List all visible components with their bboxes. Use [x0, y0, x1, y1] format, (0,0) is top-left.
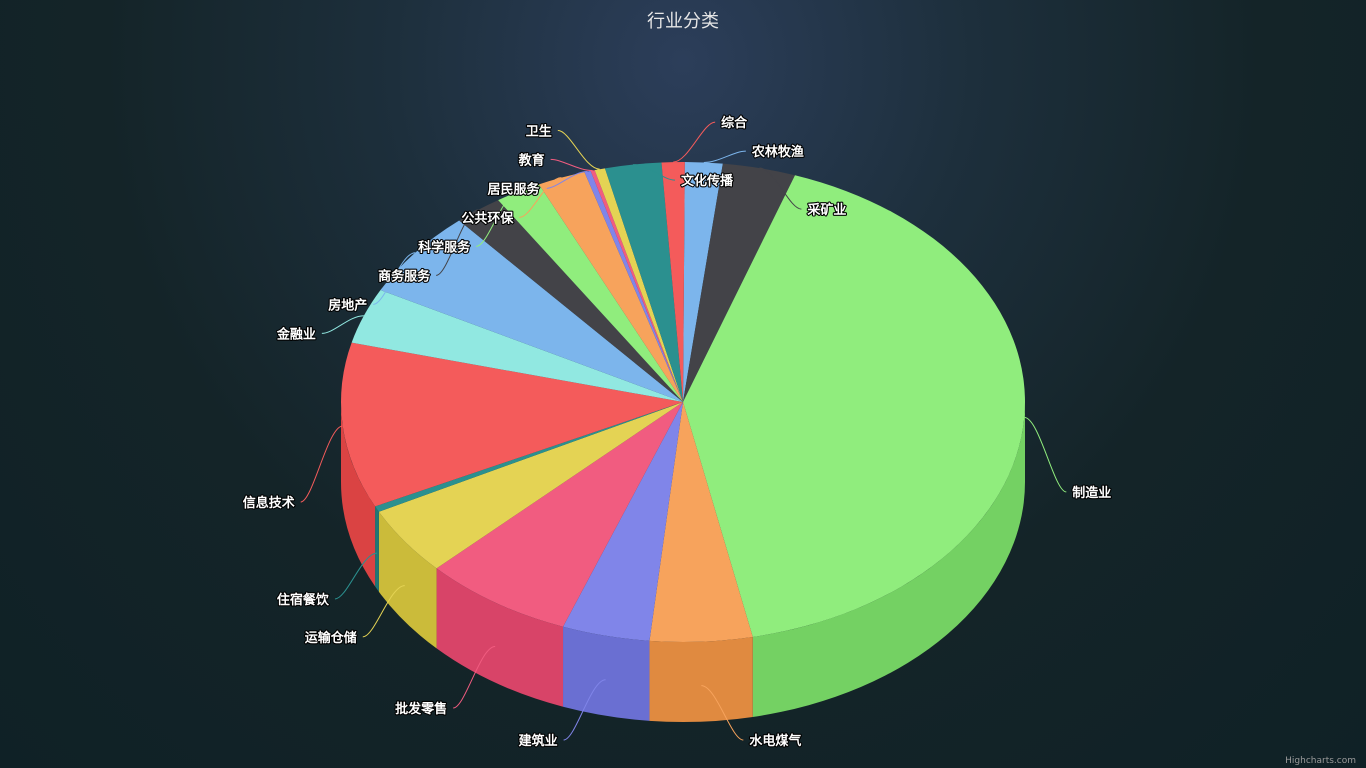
slice-5-connector — [452, 646, 496, 709]
slice-4-side — [563, 626, 650, 721]
slice-0-connector — [703, 150, 746, 163]
slice-17-label: 文化传播 — [681, 173, 734, 189]
slice-1[interactable] — [683, 163, 796, 402]
slice-8-connector — [300, 425, 343, 503]
slice-7[interactable] — [375, 402, 683, 512]
slice-10-label: 房地产 — [328, 297, 367, 313]
slice-17[interactable] — [604, 162, 683, 402]
slice-9-label: 金融业 — [276, 326, 316, 342]
slice-11-label: 商务服务 — [378, 268, 431, 284]
pie-sides — [341, 402, 1025, 723]
slice-16[interactable] — [594, 168, 683, 402]
slice-15-connector — [550, 158, 593, 172]
slice-14-connector — [545, 171, 588, 189]
slice-6[interactable] — [378, 402, 683, 569]
slice-1-label: 采矿业 — [806, 202, 846, 218]
slice-14[interactable] — [584, 170, 683, 402]
slice-6-side — [378, 511, 437, 649]
slice-4-label: 建筑业 — [519, 733, 558, 749]
slice-18-connector — [673, 121, 716, 163]
slice-16-connector — [557, 129, 600, 170]
slice-10-connector — [373, 252, 416, 305]
slice-11[interactable] — [459, 200, 683, 402]
slice-16-label: 卫生 — [526, 123, 552, 139]
slice-11-connector — [435, 209, 479, 276]
slice-2[interactable] — [683, 175, 1025, 637]
slice-7-side — [375, 506, 379, 592]
slice-3-label: 水电煤气 — [749, 733, 801, 749]
slice-12[interactable] — [498, 184, 683, 402]
slice-3-connector — [701, 685, 744, 741]
slice-2-side — [752, 402, 1025, 717]
slice-17-connector — [633, 164, 676, 181]
pie-slices — [341, 162, 1025, 643]
slice-18-label: 综合 — [721, 115, 748, 131]
slice-2-label: 制造业 — [1072, 485, 1111, 501]
slice-4[interactable] — [563, 402, 683, 641]
slice-5[interactable] — [436, 402, 683, 627]
slice-3[interactable] — [649, 402, 753, 643]
label-connectors — [300, 121, 1067, 741]
slice-5-label: 批发零售 — [395, 701, 447, 717]
slice-9-connector — [321, 315, 364, 334]
chart-title: 行业分类 — [647, 11, 719, 32]
slice-13-label: 公共环保 — [461, 210, 514, 226]
slice-12-connector — [476, 191, 519, 247]
slice-8-label: 信息技术 — [243, 495, 295, 511]
slice-3-side — [649, 636, 753, 723]
slice-8[interactable] — [341, 342, 683, 507]
slice-6-label: 运输仓储 — [305, 630, 357, 646]
slice-10[interactable] — [380, 220, 683, 402]
slice-7-connector — [334, 552, 378, 600]
slice-14-label: 居民服务 — [488, 181, 541, 197]
slice-5-side — [436, 568, 564, 707]
slice-13[interactable] — [538, 172, 683, 402]
slice-15-label: 教育 — [518, 152, 545, 168]
slice-4-connector — [563, 679, 606, 741]
slice-8-side — [341, 402, 376, 587]
slice-15[interactable] — [590, 170, 683, 402]
slice-7-label: 住宿餐饮 — [277, 592, 330, 608]
slice-1-connector — [759, 167, 802, 210]
slice-13-connector — [519, 177, 562, 218]
slice-18[interactable] — [661, 162, 685, 402]
slice-2-connector — [1024, 416, 1067, 493]
slice-6-connector — [362, 585, 405, 638]
credits-link[interactable]: Highcharts.com — [1285, 756, 1356, 766]
slice-12-label: 科学服务 — [418, 239, 471, 255]
slice-9[interactable] — [351, 290, 683, 402]
slice-0-label: 农林牧渔 — [751, 144, 804, 160]
slice-0[interactable] — [683, 162, 723, 402]
